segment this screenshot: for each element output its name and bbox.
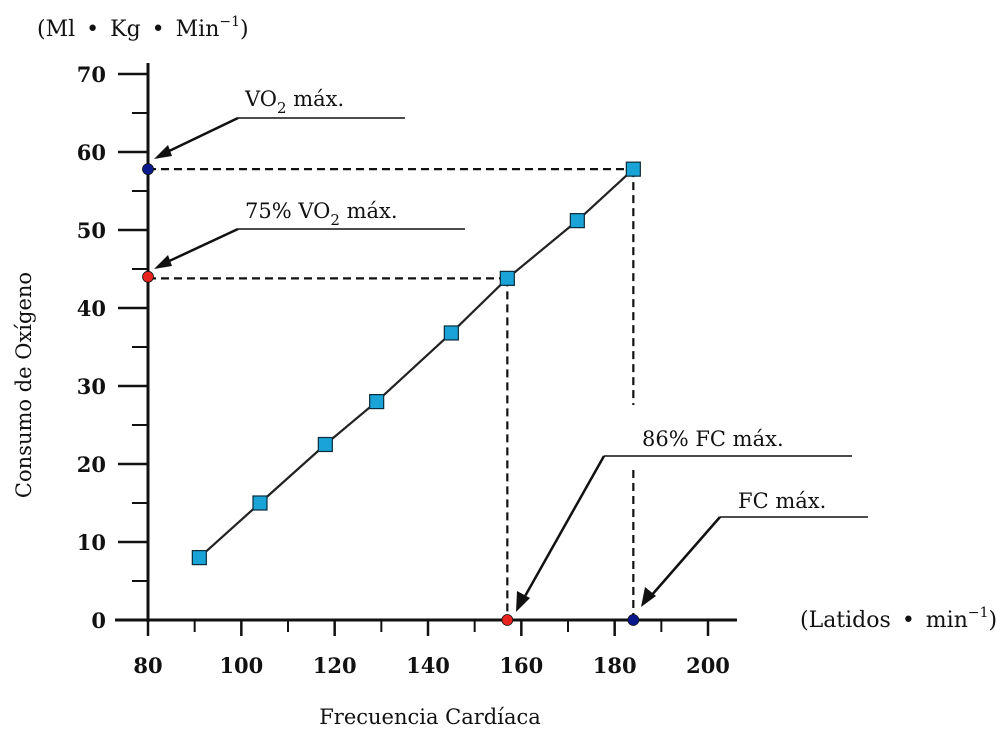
x-tick-label: 120: [313, 653, 357, 678]
y-tick-label: 0: [91, 608, 106, 633]
highlight-point: [627, 614, 640, 626]
svg-text:VO2 máx.: VO2 máx.: [244, 87, 344, 117]
annotation-vo2-75: 75% VO2 máx.: [154, 199, 465, 269]
x-tick-label: 100: [219, 653, 263, 678]
data-point-marker: [499, 270, 515, 286]
data-point-marker: [191, 549, 207, 566]
data-point-marker: [569, 213, 585, 229]
x-axis-title: Frecuencia Cardíaca: [319, 705, 541, 729]
svg-text:FC máx.: FC máx.: [738, 489, 826, 513]
y-tick-label: 60: [77, 140, 106, 165]
svg-text:86% FC máx.: 86% FC máx.: [642, 427, 784, 451]
y-tick-label: 50: [77, 218, 106, 243]
y-unit-label: (Ml • Kg • Min−1): [37, 14, 249, 42]
data-point-marker: [369, 394, 385, 410]
x-tick-label: 80: [133, 653, 162, 678]
x-unit-label: (Latidos • min−1): [800, 605, 997, 633]
highlight-point: [142, 163, 154, 176]
annotation-fc86: 86% FC máx.: [516, 427, 852, 612]
x-tick-label: 200: [686, 653, 730, 678]
x-tick-label: 180: [593, 653, 637, 678]
y-tick-label: 20: [77, 452, 106, 477]
y-axis-title: Consumo de Oxígeno: [12, 272, 36, 498]
x-tick-label: 160: [499, 653, 543, 678]
series-line: [198, 168, 635, 559]
highlight-point: [501, 614, 514, 626]
annotation-vo2max: VO2 máx.: [154, 87, 405, 159]
data-point-marker: [252, 495, 268, 511]
svg-text:75% VO2 máx.: 75% VO2 máx.: [245, 199, 398, 229]
y-tick-label: 40: [77, 296, 106, 321]
data-point-marker: [625, 161, 641, 177]
annotation-fcmax: FC máx.: [641, 489, 868, 607]
y-tick-label: 70: [77, 62, 106, 87]
data-point-marker: [317, 436, 333, 453]
y-tick-label: 10: [77, 530, 106, 555]
y-tick-label: 30: [77, 374, 106, 399]
data-point-marker: [443, 325, 459, 341]
x-tick-label: 140: [406, 653, 450, 678]
highlight-point: [142, 270, 154, 283]
